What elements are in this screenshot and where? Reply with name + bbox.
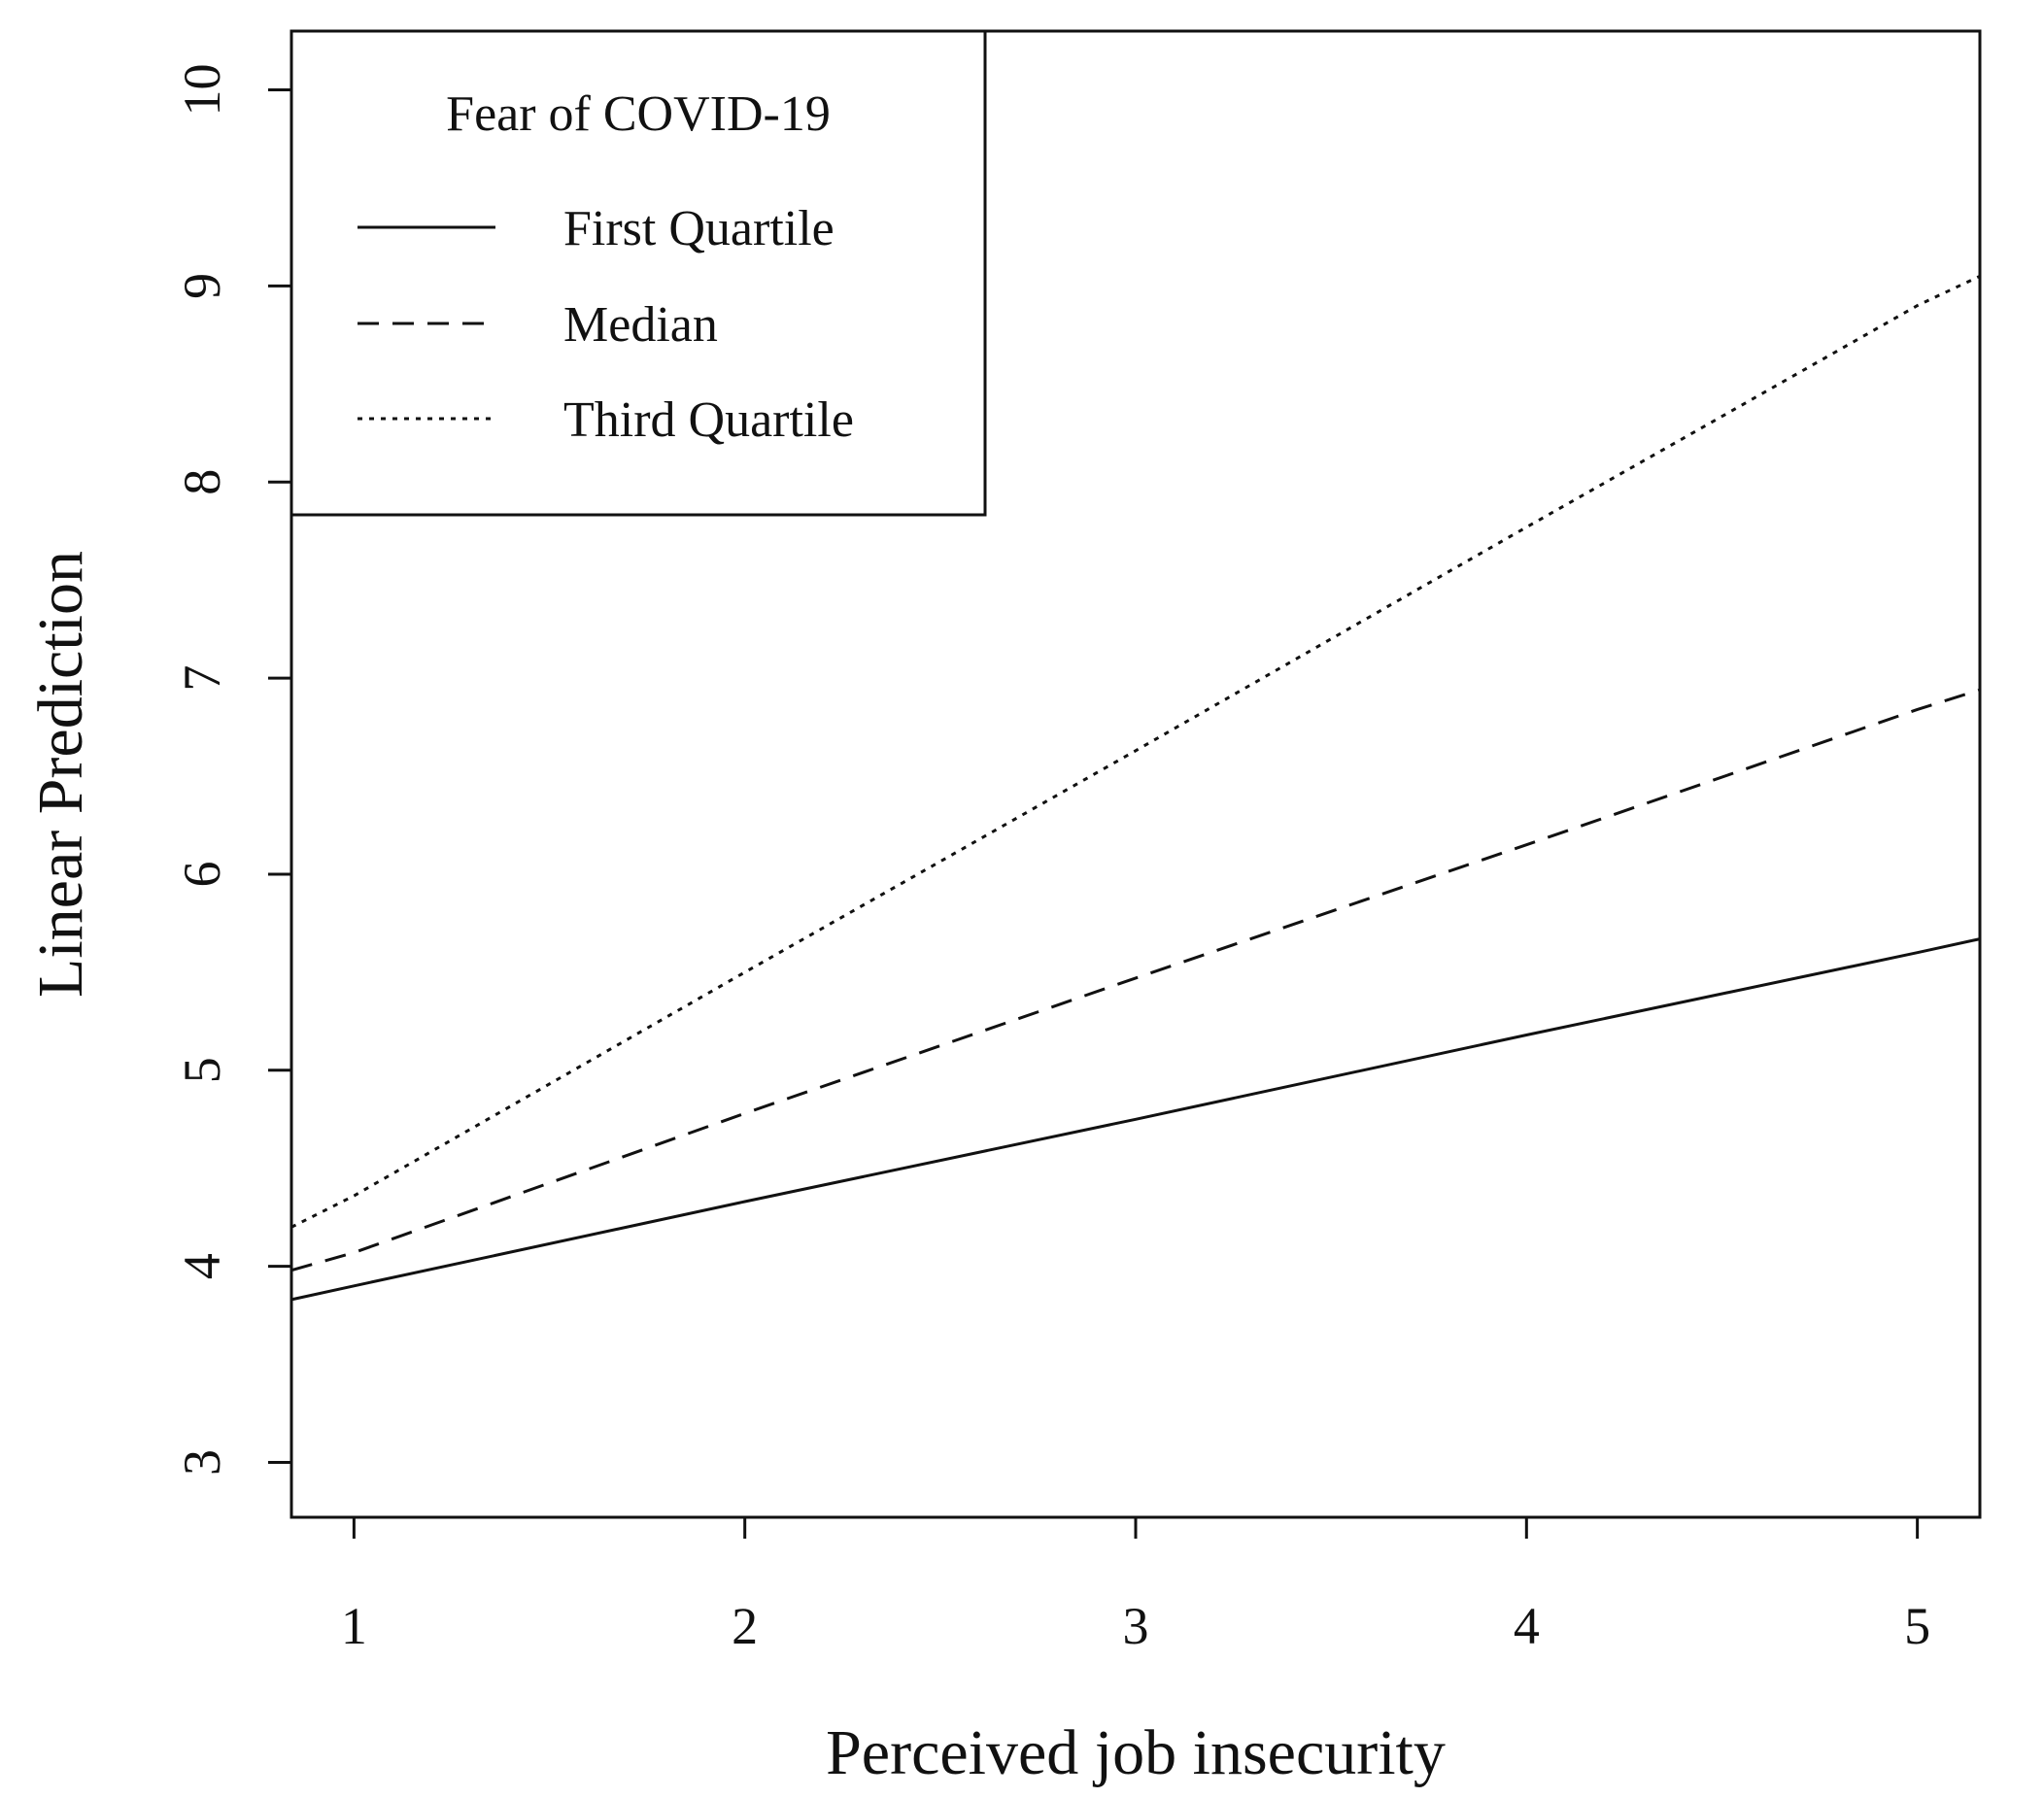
plot-frame <box>290 29 1982 1519</box>
legend-label-first-quartile: First Quartile <box>563 201 835 256</box>
legend: Fear of COVID-19 First Quartile Median Thi… <box>290 29 987 517</box>
legend-label-median: Median <box>563 297 718 353</box>
y-tick-label: 8 <box>173 469 231 495</box>
x-tick-label: 1 <box>341 1597 367 1655</box>
y-tick-label: 6 <box>173 861 231 887</box>
y-tick-label: 10 <box>173 64 231 117</box>
series-layer <box>290 274 1981 1302</box>
series-line-third-quartile <box>290 274 1981 1229</box>
x-tick-label: 4 <box>1514 1597 1540 1655</box>
series-line-first-quartile <box>290 937 1981 1302</box>
series-line-median <box>290 688 1981 1272</box>
legend-box <box>290 29 987 517</box>
legend-items: First Quartile Median Third Quartile <box>358 201 854 448</box>
x-tick-label: 2 <box>732 1597 758 1655</box>
y-tick-label: 9 <box>173 273 231 299</box>
y-tick-label: 5 <box>173 1057 231 1083</box>
legend-title: Fear of COVID-19 <box>446 86 831 142</box>
x-axis-title: Perceived job insecurity <box>826 1717 1446 1788</box>
x-tick-label: 3 <box>1123 1597 1149 1655</box>
x-axis: 1 2 3 4 5 <box>341 1517 1930 1655</box>
y-tick-label: 3 <box>173 1449 231 1476</box>
x-tick-label: 5 <box>1904 1597 1930 1655</box>
legend-label-third-quartile: Third Quartile <box>563 392 854 448</box>
y-axis-title: Linear Prediction <box>25 551 96 998</box>
y-tick-label: 7 <box>173 665 231 692</box>
y-tick-label: 4 <box>173 1253 231 1279</box>
y-axis: 3 4 5 6 7 8 9 10 <box>173 64 291 1476</box>
